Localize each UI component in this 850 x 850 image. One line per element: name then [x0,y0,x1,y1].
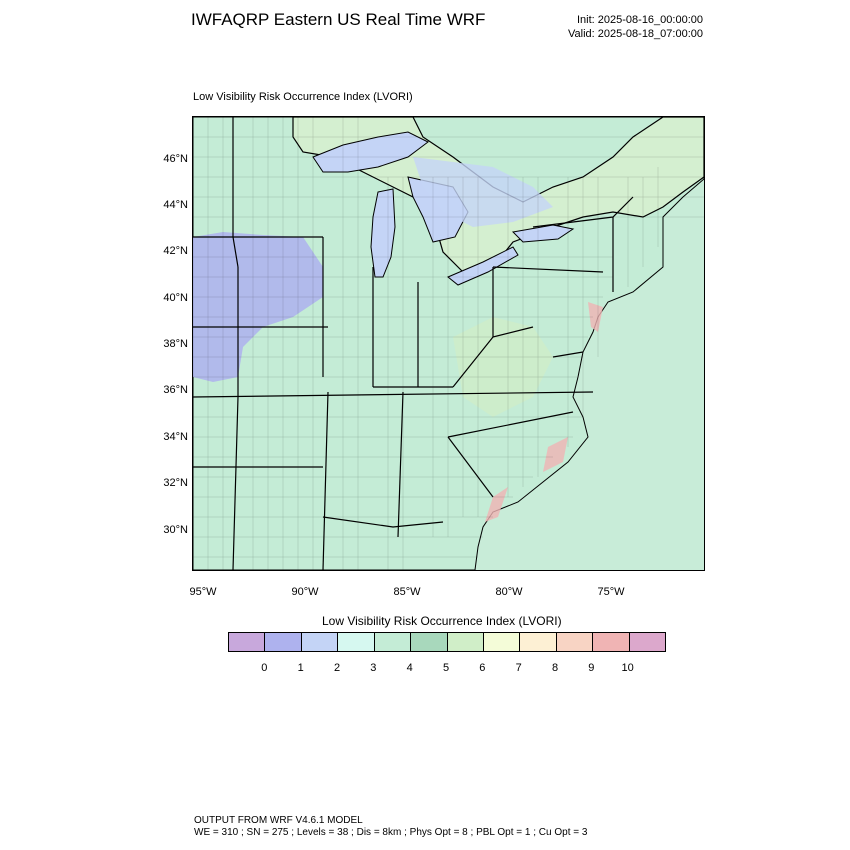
legend-swatch [483,633,521,651]
legend-swatch [411,633,448,651]
main-title: IWFAQRP Eastern US Real Time WRF [191,10,486,29]
legend-label: 1 [297,662,304,674]
state-boundaries [193,117,634,570]
mid-index-region [453,317,553,417]
lat-tick-38: 38°N [163,338,188,350]
lon-tick-90: 90°W [291,586,319,598]
lon-tick-85: 85°W [393,586,421,598]
lat-tick-44: 44°N [163,199,188,211]
low-index-region [193,232,323,382]
lake-michigan [370,188,396,278]
county-lines [193,117,704,570]
lake-ontario [511,224,575,243]
legend-swatch [374,633,412,651]
land-mass [193,117,704,570]
legend-swatch [301,633,339,651]
lat-tick-30: 30°N [163,524,188,536]
legend-title: Low Visibility Risk Occurrence Index (LV… [322,614,562,628]
lake-superior [312,131,429,173]
legend-label: 5 [442,662,450,674]
legend-label: 10 [621,662,634,674]
map-panel [192,116,705,571]
footer-model-line: OUTPUT FROM WRF V4.6.1 MODEL [194,815,363,826]
lat-tick-34: 34°N [163,431,188,443]
coastal-high-index [485,302,603,522]
legend-swatch [265,633,302,651]
legend-label: 7 [515,662,522,674]
map-svg [193,117,704,570]
valid-time: Valid: 2025-08-18_07:00:00 [568,28,703,40]
legend-label: 0 [261,662,268,674]
lon-tick-95: 95°W [189,586,217,598]
legend-label: 6 [479,662,486,674]
lat-tick-40: 40°N [163,292,188,304]
legend-label: 2 [333,662,341,674]
legend-label: 9 [588,662,595,674]
legend-swatch [447,633,484,651]
lat-tick-42: 42°N [163,245,188,257]
lat-tick-32: 32°N [163,477,188,489]
lon-tick-75: 75°W [597,586,625,598]
legend-swatch [629,633,666,651]
legend-colorbar [228,632,666,652]
plot-title: Low Visibility Risk Occurrence Index (LV… [193,91,413,103]
footer-config-line: WE = 310 ; SN = 275 ; Levels = 38 ; Dis … [194,827,588,838]
legend-swatch [338,633,375,651]
lat-tick-36: 36°N [163,384,188,396]
init-time: Init: 2025-08-16_00:00:00 [577,14,703,26]
legend-label: 8 [551,662,559,674]
legend-swatch [229,633,266,651]
legend-label: 3 [370,662,377,674]
legend-swatch [520,633,557,651]
legend-label: 4 [406,662,413,674]
lake-effect-region [413,157,553,227]
legend-swatch [593,633,630,651]
legend-swatch [556,633,594,651]
lat-tick-46: 46°N [163,153,188,165]
lon-tick-80: 80°W [495,586,523,598]
lake-erie [447,246,519,286]
